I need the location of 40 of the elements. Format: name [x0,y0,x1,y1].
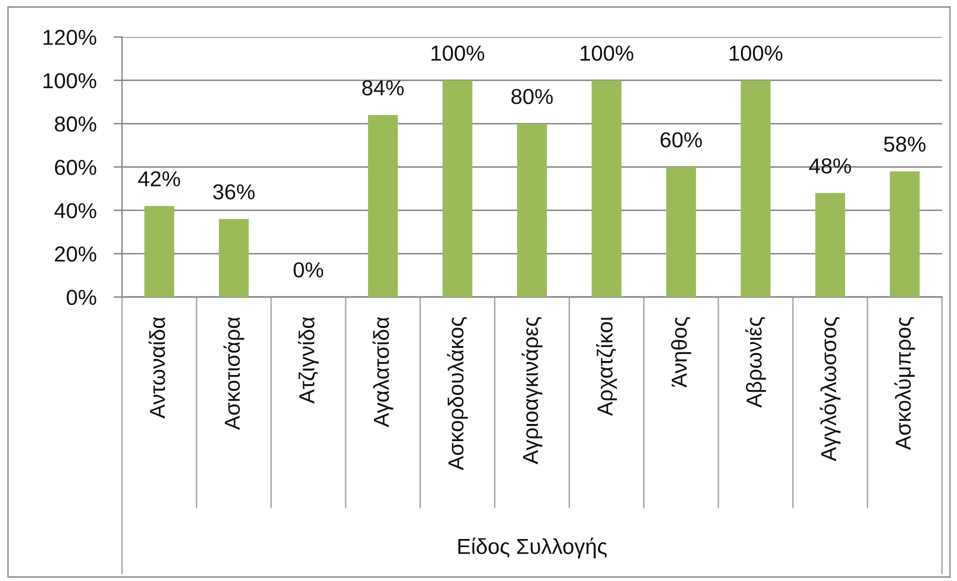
data-label: 60% [660,132,702,148]
data-label: 80% [511,88,553,104]
bar [442,80,472,297]
bar [144,206,174,297]
x-tick-label: Αγριοαγκινάρες [522,317,542,464]
x-tick-label: Ασκορδουλάκος [447,317,468,470]
data-label: 100% [432,46,484,61]
bar [815,193,846,297]
bar [740,80,771,297]
x-axis-title: Είδος Συλλογής [458,538,607,558]
data-label: 42% [138,171,180,186]
x-tick-label: Αβρωνιές [745,317,766,408]
data-label: 100% [580,46,634,61]
x-tick-label: Αρχατζίκοι [596,317,617,416]
y-tick-label: 40% [54,203,96,218]
x-tick-label: Άνηθος [671,317,692,388]
bar [368,115,398,297]
bar [666,167,696,297]
data-label: 36% [213,184,255,200]
data-label: 48% [809,158,851,174]
x-tick-label: Ασκολύμπρος [894,317,916,450]
data-label: 58% [884,136,926,152]
y-tick-label: 60% [55,160,96,176]
x-tick-label: Αντωναίδα [148,317,166,419]
x-tick-label: Αγαλατσίδα [372,317,394,428]
data-label: 0% [294,262,324,278]
bar [890,171,920,297]
y-tick-label: 20% [54,246,96,262]
y-tick-label: 100% [44,73,96,88]
y-tick-label: 0% [66,290,96,306]
bar [218,219,249,297]
y-tick-label: 120% [44,30,96,46]
bar [517,124,547,297]
data-label: 84% [362,80,404,96]
x-tick-label: Ασκοτισάρα [223,317,244,430]
data-label: 100% [730,46,782,61]
bar [592,80,622,297]
x-tick-label: Ατζιγνίδα [298,317,319,404]
y-tick-label: 80% [54,116,96,132]
x-tick-label: Αγγλόγλωσσος [820,317,841,462]
